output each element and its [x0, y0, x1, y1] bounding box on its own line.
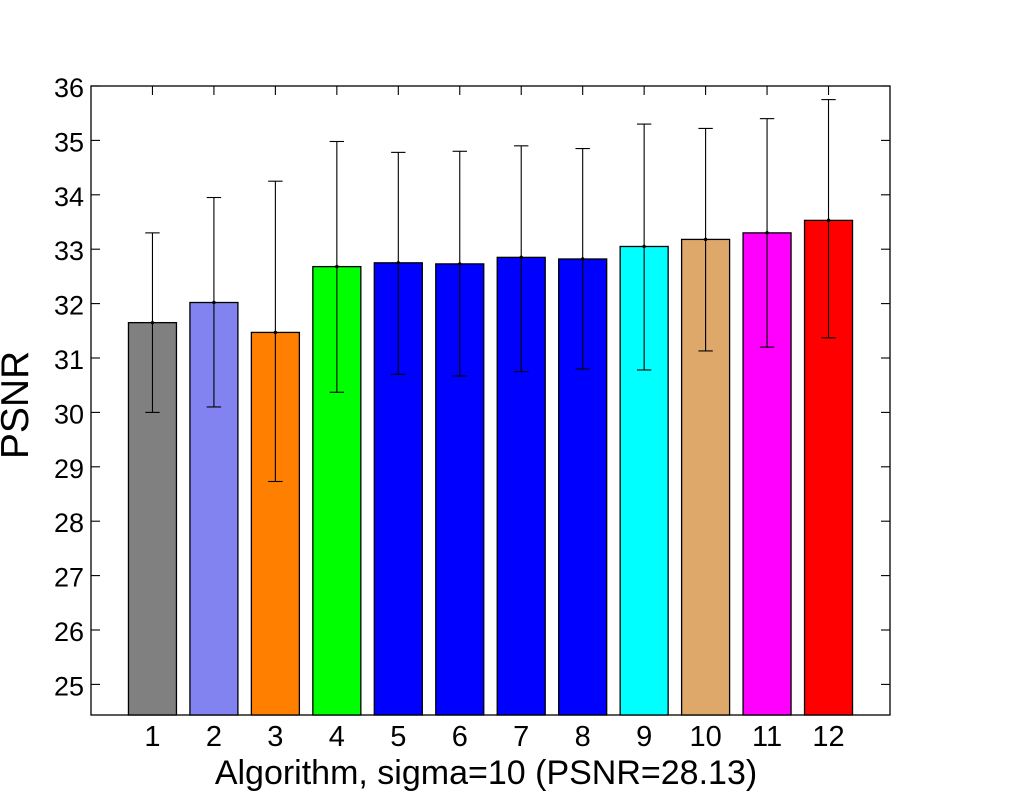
svg-text:1: 1	[144, 721, 160, 753]
svg-text:36: 36	[54, 73, 84, 103]
svg-text:27: 27	[54, 563, 84, 593]
svg-text:3: 3	[267, 721, 283, 753]
svg-text:5: 5	[390, 721, 406, 753]
svg-text:11: 11	[752, 721, 782, 753]
svg-text:30: 30	[54, 399, 84, 429]
svg-text:25: 25	[54, 671, 84, 701]
svg-text:35: 35	[54, 127, 84, 157]
svg-text:9: 9	[636, 721, 652, 753]
svg-text:8: 8	[575, 721, 591, 753]
svg-text:28: 28	[54, 508, 84, 538]
svg-text:33: 33	[54, 236, 84, 266]
svg-text:12: 12	[812, 721, 844, 753]
svg-text:6: 6	[452, 721, 468, 753]
svg-text:2: 2	[206, 721, 222, 753]
svg-text:PSNR: PSNR	[0, 351, 37, 459]
svg-text:26: 26	[54, 617, 84, 647]
svg-text:7: 7	[513, 721, 529, 753]
svg-text:4: 4	[329, 721, 345, 753]
svg-text:34: 34	[54, 182, 84, 212]
svg-text:Algorithm, sigma=10 (PSNR=28.1: Algorithm, sigma=10 (PSNR=28.13)	[215, 754, 757, 792]
svg-text:31: 31	[54, 345, 84, 375]
svg-text:32: 32	[54, 291, 84, 321]
svg-text:29: 29	[54, 454, 84, 484]
svg-text:10: 10	[689, 721, 721, 753]
